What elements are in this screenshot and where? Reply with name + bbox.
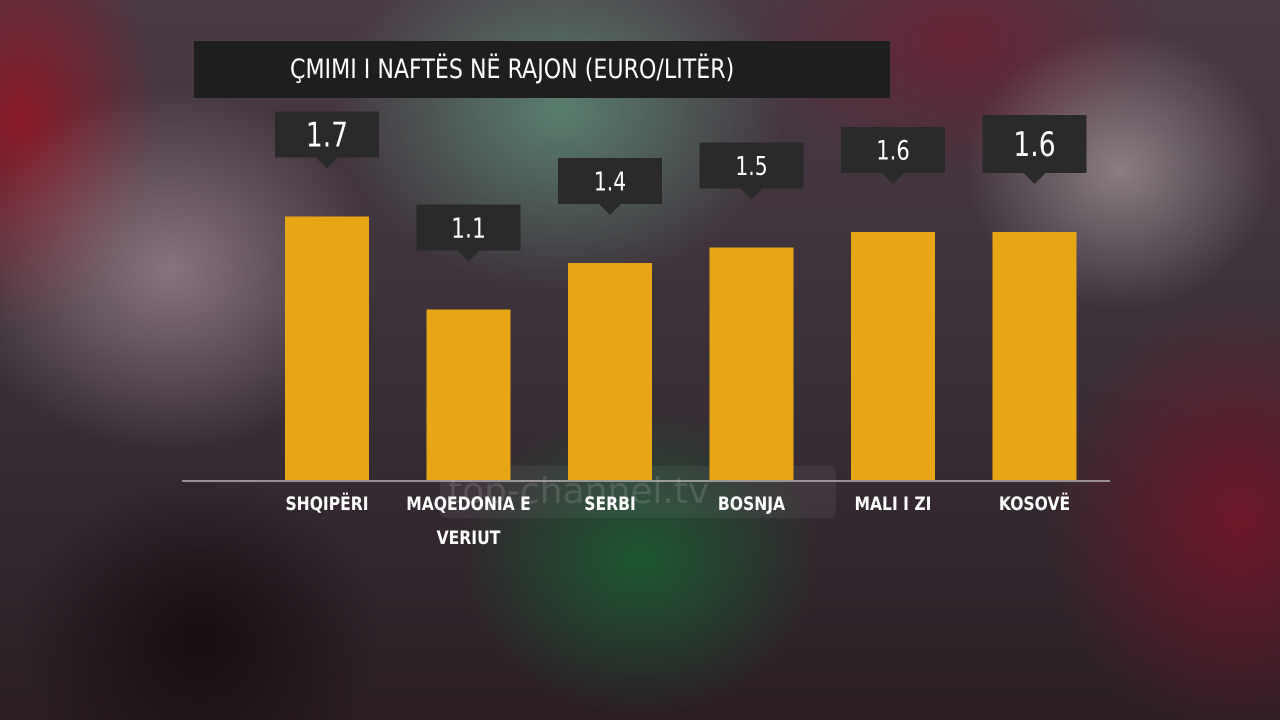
value-callout [982, 115, 1087, 184]
bar [851, 232, 935, 480]
bar-group: 1.4 SERBI [558, 158, 662, 515]
value-callout [699, 142, 804, 200]
chart-title-bar: ÇMIMI I NAFTËS NË RAJON (EURO/LITËR) [194, 41, 890, 98]
bar [709, 247, 794, 480]
bar-group: 1.1 MAQEDONIA E VERIUT [406, 204, 531, 550]
value-callout [416, 204, 521, 262]
value-label: 1.7 [306, 117, 348, 156]
value-callout [275, 111, 379, 169]
category-label: KOSOVË [999, 491, 1070, 515]
bar-group: 1.6 KOSOVË [982, 115, 1087, 515]
value-callout [558, 158, 662, 215]
bar-group: 1.5 BOSNJA [699, 142, 804, 516]
value-label: 1.6 [1013, 126, 1055, 165]
value-label: 1.1 [451, 212, 486, 244]
bar [992, 232, 1077, 480]
bar [426, 309, 511, 480]
value-label: 1.5 [735, 151, 767, 181]
bar-group: 1.6 MALI I ZI [841, 127, 945, 515]
category-label: SHQIPËRI [285, 491, 368, 515]
bar-group: 1.7 SHQIPËRI [275, 111, 379, 515]
category-label: VERIUT [437, 528, 501, 550]
category-label: MAQEDONIA E [406, 494, 530, 516]
bar [568, 263, 652, 480]
value-label: 1.6 [876, 135, 909, 166]
value-label: 1.4 [594, 167, 626, 197]
category-label: BOSNJA [718, 494, 786, 516]
chart-title: ÇMIMI I NAFTËS NË RAJON (EURO/LITËR) [290, 54, 735, 85]
value-callout [841, 127, 945, 184]
bar [285, 216, 369, 480]
category-label: SERBI [584, 494, 635, 516]
category-label: MALI I ZI [855, 494, 932, 516]
